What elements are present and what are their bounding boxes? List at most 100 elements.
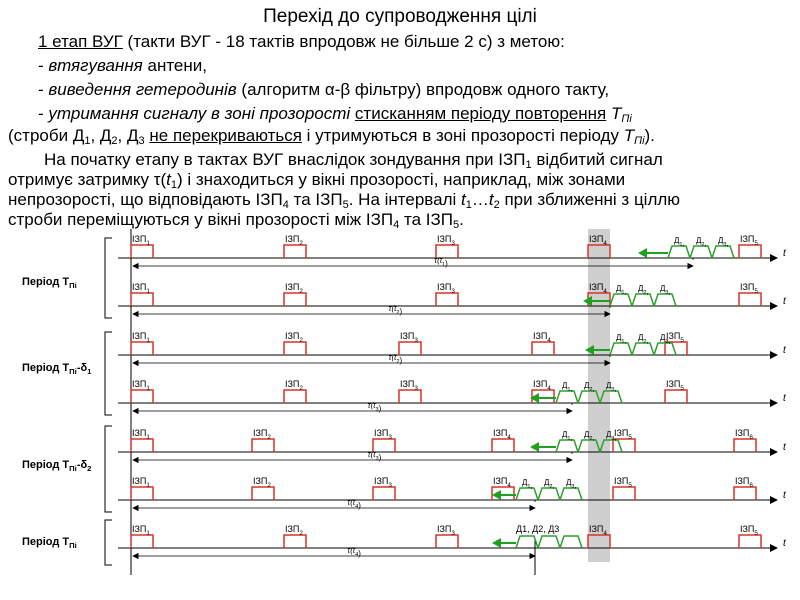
izp-pulse xyxy=(130,438,154,452)
izp-label: ІЗП5 xyxy=(614,428,632,441)
emphasis: виведення гетеродинів xyxy=(48,80,237,99)
time-symbol: t xyxy=(488,190,494,209)
axis-label: t xyxy=(783,248,787,259)
subscript: 1 xyxy=(84,135,91,147)
izp-pulse xyxy=(372,438,396,452)
strobe-gate xyxy=(689,245,713,259)
izp-pulse xyxy=(130,292,154,306)
para-text: На початку етапу в тактах ВУГ внаслідок … xyxy=(44,150,526,169)
period-label: Період ТПі-δ2 xyxy=(22,459,91,473)
strobe-gate xyxy=(537,535,561,549)
strobe-label: Д1, xyxy=(674,236,685,248)
transparency-zone-highlight xyxy=(588,229,610,562)
izp-pulse xyxy=(130,534,154,548)
intro-text: ). xyxy=(644,126,655,145)
slide-title: Перехід до супроводження цілі xyxy=(263,6,537,27)
izp-label: ІЗП1 xyxy=(132,234,150,247)
strobe-gate xyxy=(537,487,561,501)
period-subscript: Пі xyxy=(621,113,632,125)
izp-pulse xyxy=(664,341,688,355)
izp-label: ІЗП3 xyxy=(374,476,392,489)
izp-label: ІЗП1 xyxy=(132,379,150,392)
intro-line-3: - виведення гетеродинів (алгоритм α-β фі… xyxy=(38,80,609,100)
intro-text: (такти ВУГ - 18 тактів впродовж не більш… xyxy=(122,32,565,51)
izp-pulse xyxy=(283,292,307,306)
bullet-dash: - xyxy=(38,104,49,123)
group-bracket xyxy=(104,425,112,513)
time-symbol: t xyxy=(461,190,466,209)
bullet-dash: - xyxy=(38,80,49,99)
subscript: 1 xyxy=(170,179,177,191)
izp-label: ІЗП4 xyxy=(589,282,607,295)
izp-pulse xyxy=(738,292,762,306)
subscript: 1 xyxy=(465,199,472,211)
strobe-label: Д2, xyxy=(584,381,595,393)
izp-pulse xyxy=(398,341,422,355)
izp-pulse xyxy=(283,534,307,548)
axis-arrow xyxy=(770,254,778,262)
stage-label: 1 етап ВУГ xyxy=(38,32,123,51)
izp-pulse xyxy=(738,244,762,258)
izp-label: ІЗП4 xyxy=(589,234,607,247)
intro-text: антени, xyxy=(142,56,207,75)
izp-label: ІЗП4 xyxy=(589,524,607,537)
axis-arrow xyxy=(770,544,778,552)
izp-pulse xyxy=(531,389,555,403)
izp-pulse xyxy=(283,341,307,355)
para-line-2: отримує затримку τ(t1) і знаходиться у в… xyxy=(8,170,625,195)
intro-line-1: 1 етап ВУГ (такти ВУГ - 18 тактів впродо… xyxy=(38,32,565,52)
group-bracket xyxy=(104,331,112,416)
strobe-label: Д3, xyxy=(660,333,671,345)
period-symbol: T xyxy=(623,126,635,145)
para-text: отримує затримку τ( xyxy=(8,170,167,189)
para-text: відбитий сигнал xyxy=(531,150,663,169)
izp-pulse xyxy=(283,244,307,258)
axis-arrow xyxy=(770,399,778,407)
para-text: непрозорості, що відповідають ІЗП xyxy=(8,190,283,209)
izp-pulse xyxy=(587,534,611,548)
axis-label: t xyxy=(783,393,787,404)
izp-pulse xyxy=(130,244,154,258)
izp-label: ІЗП1 xyxy=(132,282,150,295)
izp-label: ІЗП2 xyxy=(285,331,303,344)
strobe-gate xyxy=(577,439,601,453)
strobe-label: Д3, xyxy=(606,381,617,393)
izp-label: ІЗП5 xyxy=(666,331,684,344)
strobe-label: Д2, xyxy=(696,236,707,248)
strobe-gate xyxy=(667,245,691,259)
shift-arrow-head xyxy=(530,393,539,403)
strobe-gate xyxy=(559,535,583,549)
strobe-gate xyxy=(609,342,633,356)
strobe-gate xyxy=(631,342,655,356)
strobe-label: Д1, xyxy=(616,284,627,296)
izp-pulse xyxy=(491,438,515,452)
intro-line-4: - утримання сигналу в зоні прозорості ст… xyxy=(38,104,632,129)
strobe-gate xyxy=(711,245,735,259)
izp-label: ІЗП4 xyxy=(533,331,551,344)
izp-pulse xyxy=(612,438,636,452)
axis-arrow xyxy=(770,496,778,504)
subscript: 2 xyxy=(111,135,118,147)
izp-label: ІЗП5 xyxy=(666,379,684,392)
izp-pulse xyxy=(733,438,757,452)
izp-pulse xyxy=(435,534,459,548)
period-label: Період ТПі xyxy=(22,536,77,550)
bullet-dash: - xyxy=(38,56,49,75)
delay-label: τ(t2) xyxy=(389,353,403,365)
izp-label: ІЗП4 xyxy=(493,476,511,489)
subscript: 5 xyxy=(452,219,460,231)
intro-text: , Д xyxy=(117,126,139,145)
strobe-label: Д2, xyxy=(638,284,649,296)
izp-pulse xyxy=(491,486,515,500)
izp-pulse xyxy=(398,389,422,403)
izp-pulse xyxy=(664,389,688,403)
delay-label: τ(t4) xyxy=(347,498,361,510)
izp-label: ІЗП1 xyxy=(132,331,150,344)
strobe-gate xyxy=(555,439,579,453)
izp-pulse xyxy=(130,341,154,355)
izp-label: ІЗП4 xyxy=(493,428,511,441)
emphasis: утримання сигналу в зоні прозорості xyxy=(48,104,351,123)
para-line-3: непрозорості, що відповідають ІЗП4 та ІЗ… xyxy=(8,190,680,215)
subscript: 1 xyxy=(525,159,532,171)
